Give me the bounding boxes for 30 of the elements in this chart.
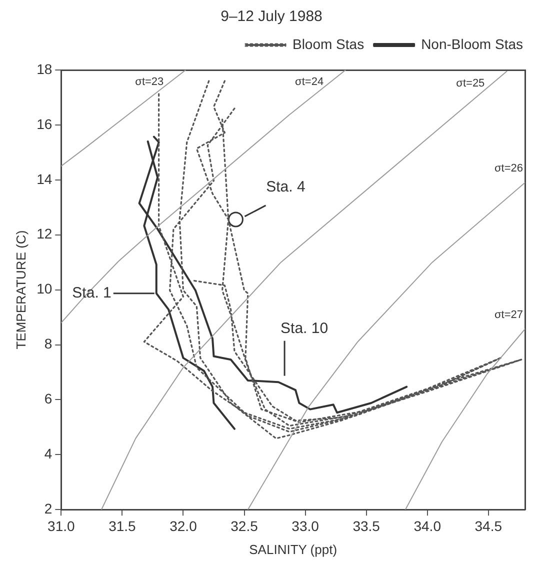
y-tick-label: 4 xyxy=(44,446,52,462)
x-tick-label: 33.0 xyxy=(292,518,320,534)
y-tick-label: 6 xyxy=(44,390,52,407)
annotation: Sta. 10 xyxy=(280,320,328,337)
y-tick-label: 16 xyxy=(36,116,52,132)
legend-label: Bloom Stas xyxy=(292,36,364,52)
series-label: σt=23 xyxy=(135,76,164,88)
y-tick-label: 10 xyxy=(36,280,52,297)
x-tick-label: 34.0 xyxy=(414,518,442,534)
legend-label: Non-Bloom Stas xyxy=(421,36,524,52)
y-tick-label: 8 xyxy=(44,336,52,352)
y-tick-label: 2 xyxy=(44,500,52,516)
annotation: Sta. 1 xyxy=(72,284,112,302)
series-label: σt=27 xyxy=(494,309,523,322)
series-label: σt=25 xyxy=(456,77,485,90)
series-label: σt=24 xyxy=(295,76,324,88)
x-axis-title: SALINITY (ppt) xyxy=(249,542,338,557)
x-tick-label: 32.0 xyxy=(170,518,198,534)
annotation: Sta. 4 xyxy=(266,178,306,196)
series-label: σt=26 xyxy=(494,162,523,175)
chart-title: 9–12 July 1988 xyxy=(220,8,322,26)
x-tick-label: 31.0 xyxy=(48,518,76,534)
x-tick-label: 33.5 xyxy=(352,518,380,534)
x-tick-label: 32.5 xyxy=(230,518,258,534)
y-tick-label: 18 xyxy=(36,60,52,77)
y-tick-label: 12 xyxy=(36,226,52,242)
y-tick-label: 14 xyxy=(36,170,52,187)
y-axis-title: TEMPERATURE (C) xyxy=(13,230,28,350)
x-tick-label: 31.5 xyxy=(108,518,136,534)
x-tick-label: 34.5 xyxy=(474,518,502,534)
